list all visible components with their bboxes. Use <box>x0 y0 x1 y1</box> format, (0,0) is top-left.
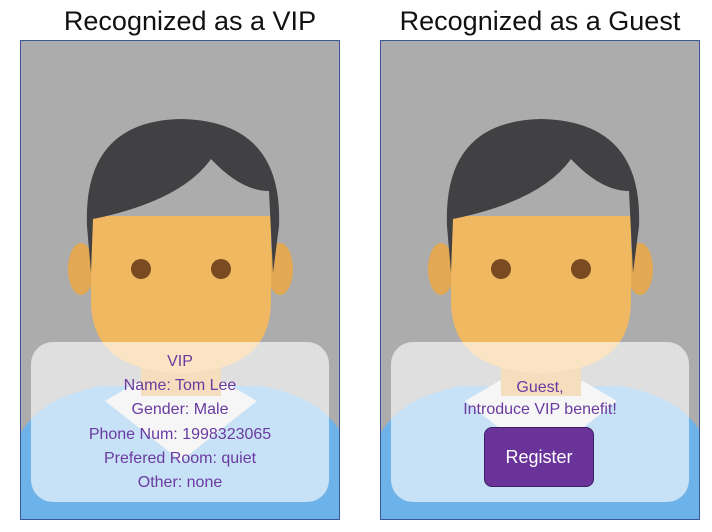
vip-gender-line: Gender: Male <box>131 401 229 419</box>
vip-phone-line: Phone Num: 1998323065 <box>88 425 272 443</box>
vip-info-card: VIP Name: Tom Lee Gender: Male Phone Num… <box>31 342 329 502</box>
left-eye-shape <box>491 259 511 279</box>
left-ear-shape <box>428 243 454 295</box>
hair-shape <box>446 119 640 273</box>
vip-status-line: VIP <box>167 353 193 370</box>
right-eye-shape <box>211 259 231 279</box>
guest-status-line: Guest, <box>516 379 564 396</box>
guest-panel: Guest, Introduce VIP benefit! Register <box>380 40 700 520</box>
register-button[interactable]: Register <box>484 427 594 487</box>
guest-panel-title: Recognized as a Guest <box>399 6 681 36</box>
vip-name-line: Name: Tom Lee <box>123 377 237 395</box>
face-shape <box>91 216 271 373</box>
left-ear-shape <box>68 243 94 295</box>
vip-panel: VIP Name: Tom Lee Gender: Male Phone Num… <box>20 40 340 520</box>
hair-shape <box>86 119 280 273</box>
guest-benefit-line: Introduce VIP benefit! <box>463 401 617 418</box>
right-eye-shape <box>571 259 591 279</box>
left-eye-shape <box>131 259 151 279</box>
face-shape <box>451 216 631 373</box>
vip-panel-title: Recognized as a VIP <box>63 6 317 36</box>
vip-room-line: Prefered Room: quiet <box>103 449 257 467</box>
guest-info-card: Guest, Introduce VIP benefit! Register <box>391 342 689 502</box>
vip-other-line: Other: none <box>137 474 223 492</box>
